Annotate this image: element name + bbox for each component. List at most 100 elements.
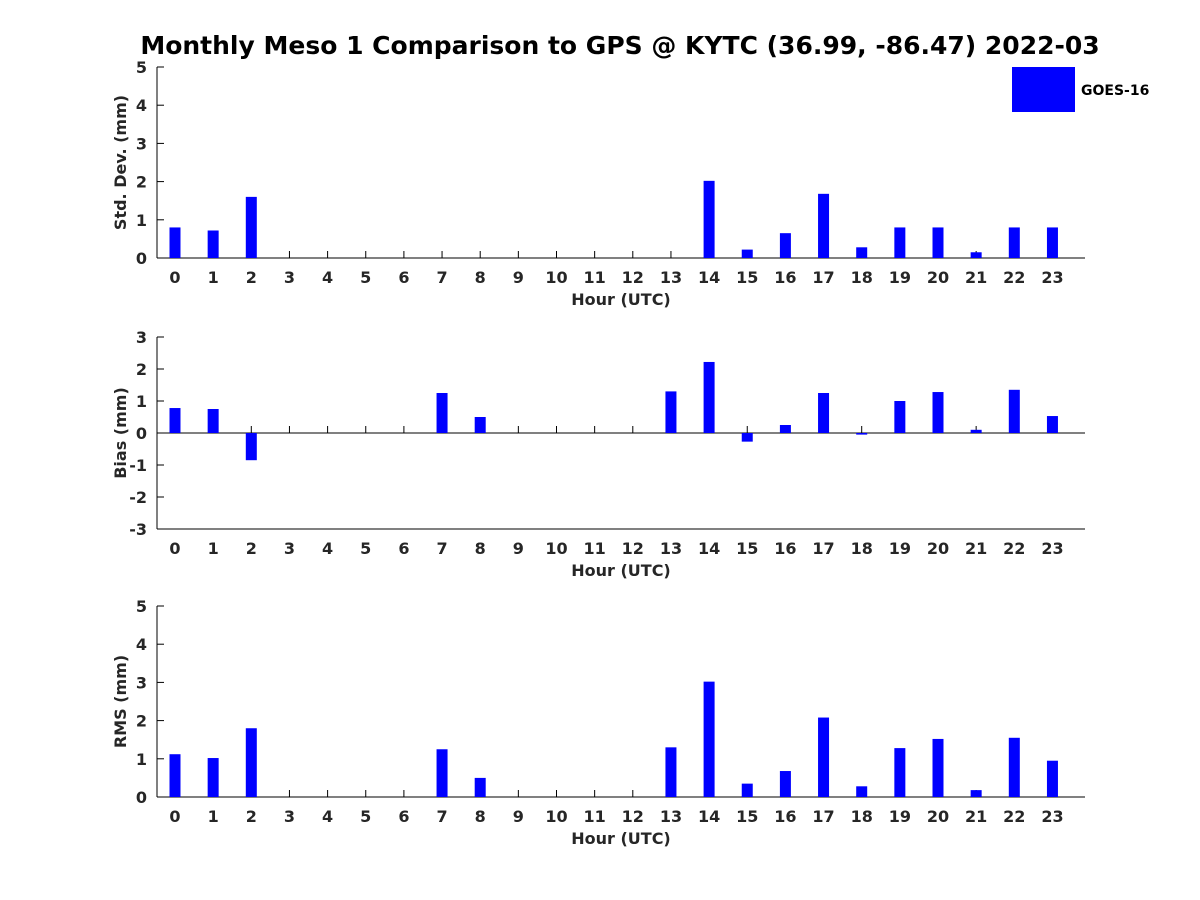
x-tick-label: 14 [698,807,720,826]
bar-bias-hour-20 [932,392,944,433]
x-tick-label: 14 [698,268,720,287]
bar-rms-hour-15 [741,783,753,797]
bar-bias-hour-16 [779,425,791,433]
bar-rms-hour-16 [779,771,791,797]
legend-swatch-goes-16 [1012,67,1075,112]
x-tick-label: 17 [812,539,834,558]
x-tick-label: 12 [622,539,644,558]
bar-rms-hour-7 [436,749,448,797]
bar-bias-hour-18 [856,433,868,435]
y-tick-label: 1 [136,392,147,411]
x-tick-label: 8 [475,539,486,558]
x-tick-label: 13 [660,807,682,826]
x-tick-label: 3 [284,268,295,287]
x-tick-label: 6 [398,807,409,826]
x-tick-label: 5 [360,268,371,287]
x-tick-label: 11 [584,268,606,287]
x-tick-label: 15 [736,539,758,558]
x-tick-label: 18 [851,268,873,287]
x-tick-label: 5 [360,807,371,826]
bar-bias-hour-2 [245,433,257,461]
x-tick-label: 8 [475,807,486,826]
bar-rms-hour-18 [856,786,868,797]
x-axis-label-rms: Hour (UTC) [571,829,671,848]
x-tick-label: 0 [169,268,180,287]
x-tick-label: 20 [927,539,949,558]
bar-bias-hour-8 [474,417,486,433]
x-tick-label: 4 [322,539,333,558]
x-tick-label: 22 [1003,539,1025,558]
bar-rms-hour-8 [474,777,486,797]
y-tick-label: 2 [136,360,147,379]
x-tick-label: 14 [698,539,720,558]
x-tick-label: 10 [545,807,567,826]
bar-std-dev-hour-20 [932,227,944,258]
x-tick-label: 11 [584,539,606,558]
x-tick-label: 16 [774,268,796,287]
x-tick-label: 7 [436,539,447,558]
x-tick-label: 21 [965,268,987,287]
x-tick-label: 5 [360,539,371,558]
bar-std-dev-hour-15 [741,249,753,258]
x-tick-label: 3 [284,539,295,558]
y-axis-label-rms: RMS (mm) [111,655,130,748]
bar-rms-hour-2 [245,728,257,797]
bar-rms-hour-0 [169,754,181,797]
bar-rms-hour-13 [665,747,677,797]
x-tick-label: 9 [513,807,524,826]
bar-rms-hour-23 [1046,760,1058,797]
y-tick-label: 2 [136,173,147,192]
y-axis-label-bias: Bias (mm) [111,387,130,479]
x-tick-label: 15 [736,268,758,287]
bar-bias-hour-7 [436,393,448,433]
x-tick-label: 12 [622,807,644,826]
x-tick-label: 9 [513,539,524,558]
bar-bias-hour-0 [169,408,181,433]
x-axis-label-std-dev: Hour (UTC) [571,290,671,309]
bar-std-dev-hour-22 [1008,227,1020,258]
x-tick-label: 20 [927,807,949,826]
x-tick-label: 20 [927,268,949,287]
y-tick-label: 1 [136,211,147,230]
bar-bias-hour-19 [894,401,906,433]
y-tick-label: -3 [129,520,147,539]
y-tick-label: 4 [136,96,147,115]
bar-std-dev-hour-1 [207,230,219,258]
y-tick-label: 2 [136,712,147,731]
x-tick-label: 1 [208,539,219,558]
y-tick-label: 0 [136,788,147,807]
x-tick-label: 9 [513,268,524,287]
bar-bias-hour-1 [207,409,219,433]
bar-bias-hour-14 [703,361,715,433]
bar-rms-hour-14 [703,681,715,797]
y-tick-label: -2 [129,488,147,507]
bar-std-dev-hour-0 [169,227,181,258]
x-tick-label: 2 [246,807,257,826]
x-tick-label: 18 [851,539,873,558]
x-tick-label: 0 [169,539,180,558]
x-tick-label: 2 [246,539,257,558]
bar-rms-hour-20 [932,738,944,797]
x-tick-label: 19 [889,807,911,826]
bar-bias-hour-13 [665,391,677,433]
y-axis-label-std-dev: Std. Dev. (mm) [111,95,130,230]
x-tick-label: 23 [1041,807,1063,826]
x-tick-label: 22 [1003,268,1025,287]
bar-std-dev-hour-16 [779,233,791,258]
x-tick-label: 1 [208,268,219,287]
y-tick-label: 0 [136,249,147,268]
bar-std-dev-hour-18 [856,247,868,258]
bar-bias-hour-23 [1046,416,1058,433]
x-tick-label: 4 [322,268,333,287]
chart-title: Monthly Meso 1 Comparison to GPS @ KYTC … [140,31,1099,60]
x-tick-label: 4 [322,807,333,826]
y-tick-label: 3 [136,328,147,347]
x-tick-label: 22 [1003,807,1025,826]
bar-rms-hour-19 [894,748,906,797]
x-tick-label: 13 [660,539,682,558]
x-tick-label: 6 [398,539,409,558]
legend-label-goes-16: GOES-16 [1081,83,1149,99]
